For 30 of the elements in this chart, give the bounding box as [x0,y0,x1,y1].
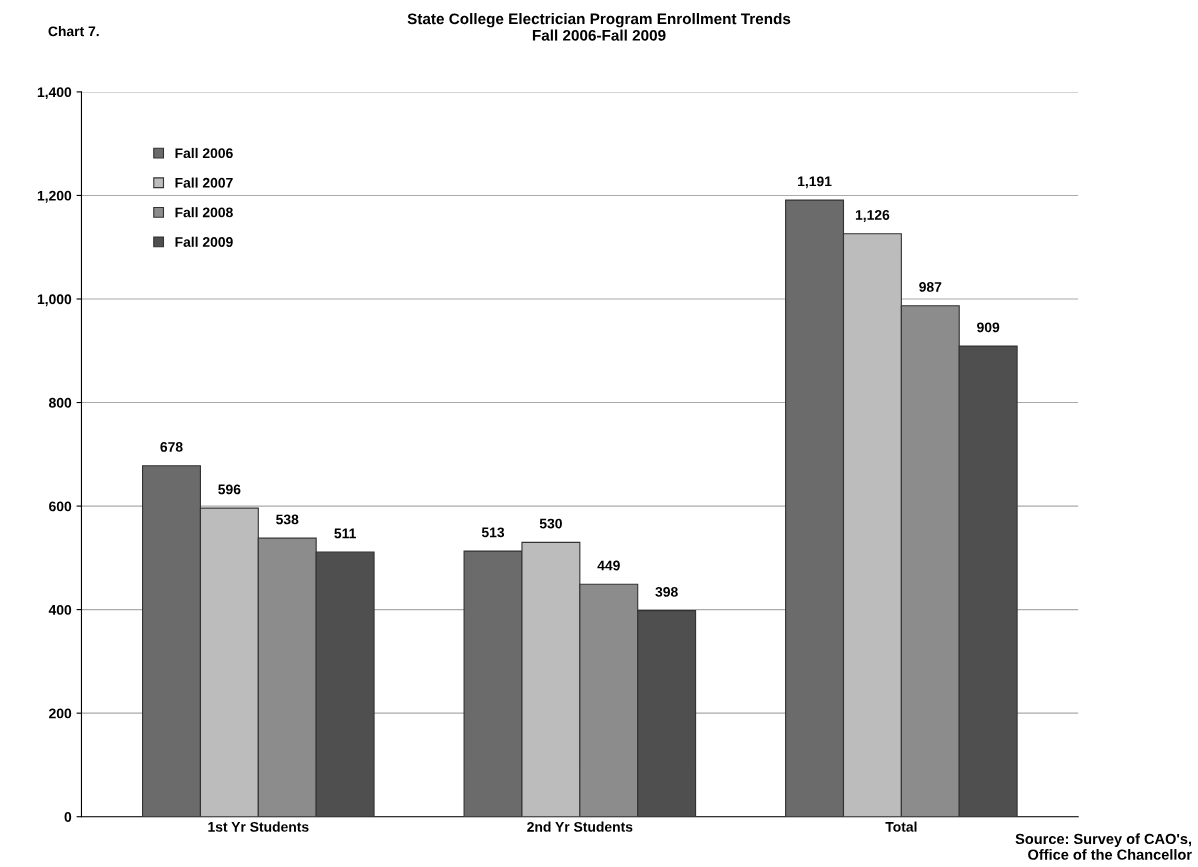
data-label: 1,126 [855,210,890,222]
y-tick-label: 800 [49,397,72,408]
y-tick-label: 400 [48,604,72,615]
data-label: 1,191 [798,176,832,189]
data-label: 530 [539,518,562,529]
x-tick-label: 1st Yr Students [208,821,309,832]
data-label: 538 [276,514,299,525]
data-label: 596 [218,484,241,495]
data-label: 987 [919,282,942,292]
data-label: 449 [597,560,620,571]
caption: Chart 7. [48,26,99,37]
legend-label: Fall 2009 [175,236,233,247]
data-label: 909 [977,322,1000,333]
x-tick-label: Total [885,821,917,832]
y-tick-label: 1,200 [37,190,72,203]
y-tick-label: 600 [49,501,72,512]
data-label: 398 [655,586,678,597]
source-note: Source: Survey of CAO's, Office of the Chancellor [1015,833,1192,860]
y-tick-label: 200 [49,708,72,719]
y-tick-label: 0 [64,812,72,822]
data-label: 513 [481,527,505,538]
y-tick-label: 1,400 [37,87,72,100]
data-label: 678 [160,442,183,452]
legend-label: Fall 2008 [175,207,233,218]
chart-title: State College Electrician Program Enrollment Trends Fall 2006-Fall 2009 [407,13,791,41]
legend-label: Fall 2007 [175,177,233,188]
legend-label: Fall 2006 [175,147,233,159]
y-tick-label: 1,000 [37,294,72,307]
x-tick-label: 2nd Yr Students [527,821,633,832]
data-label: 511 [334,528,356,539]
